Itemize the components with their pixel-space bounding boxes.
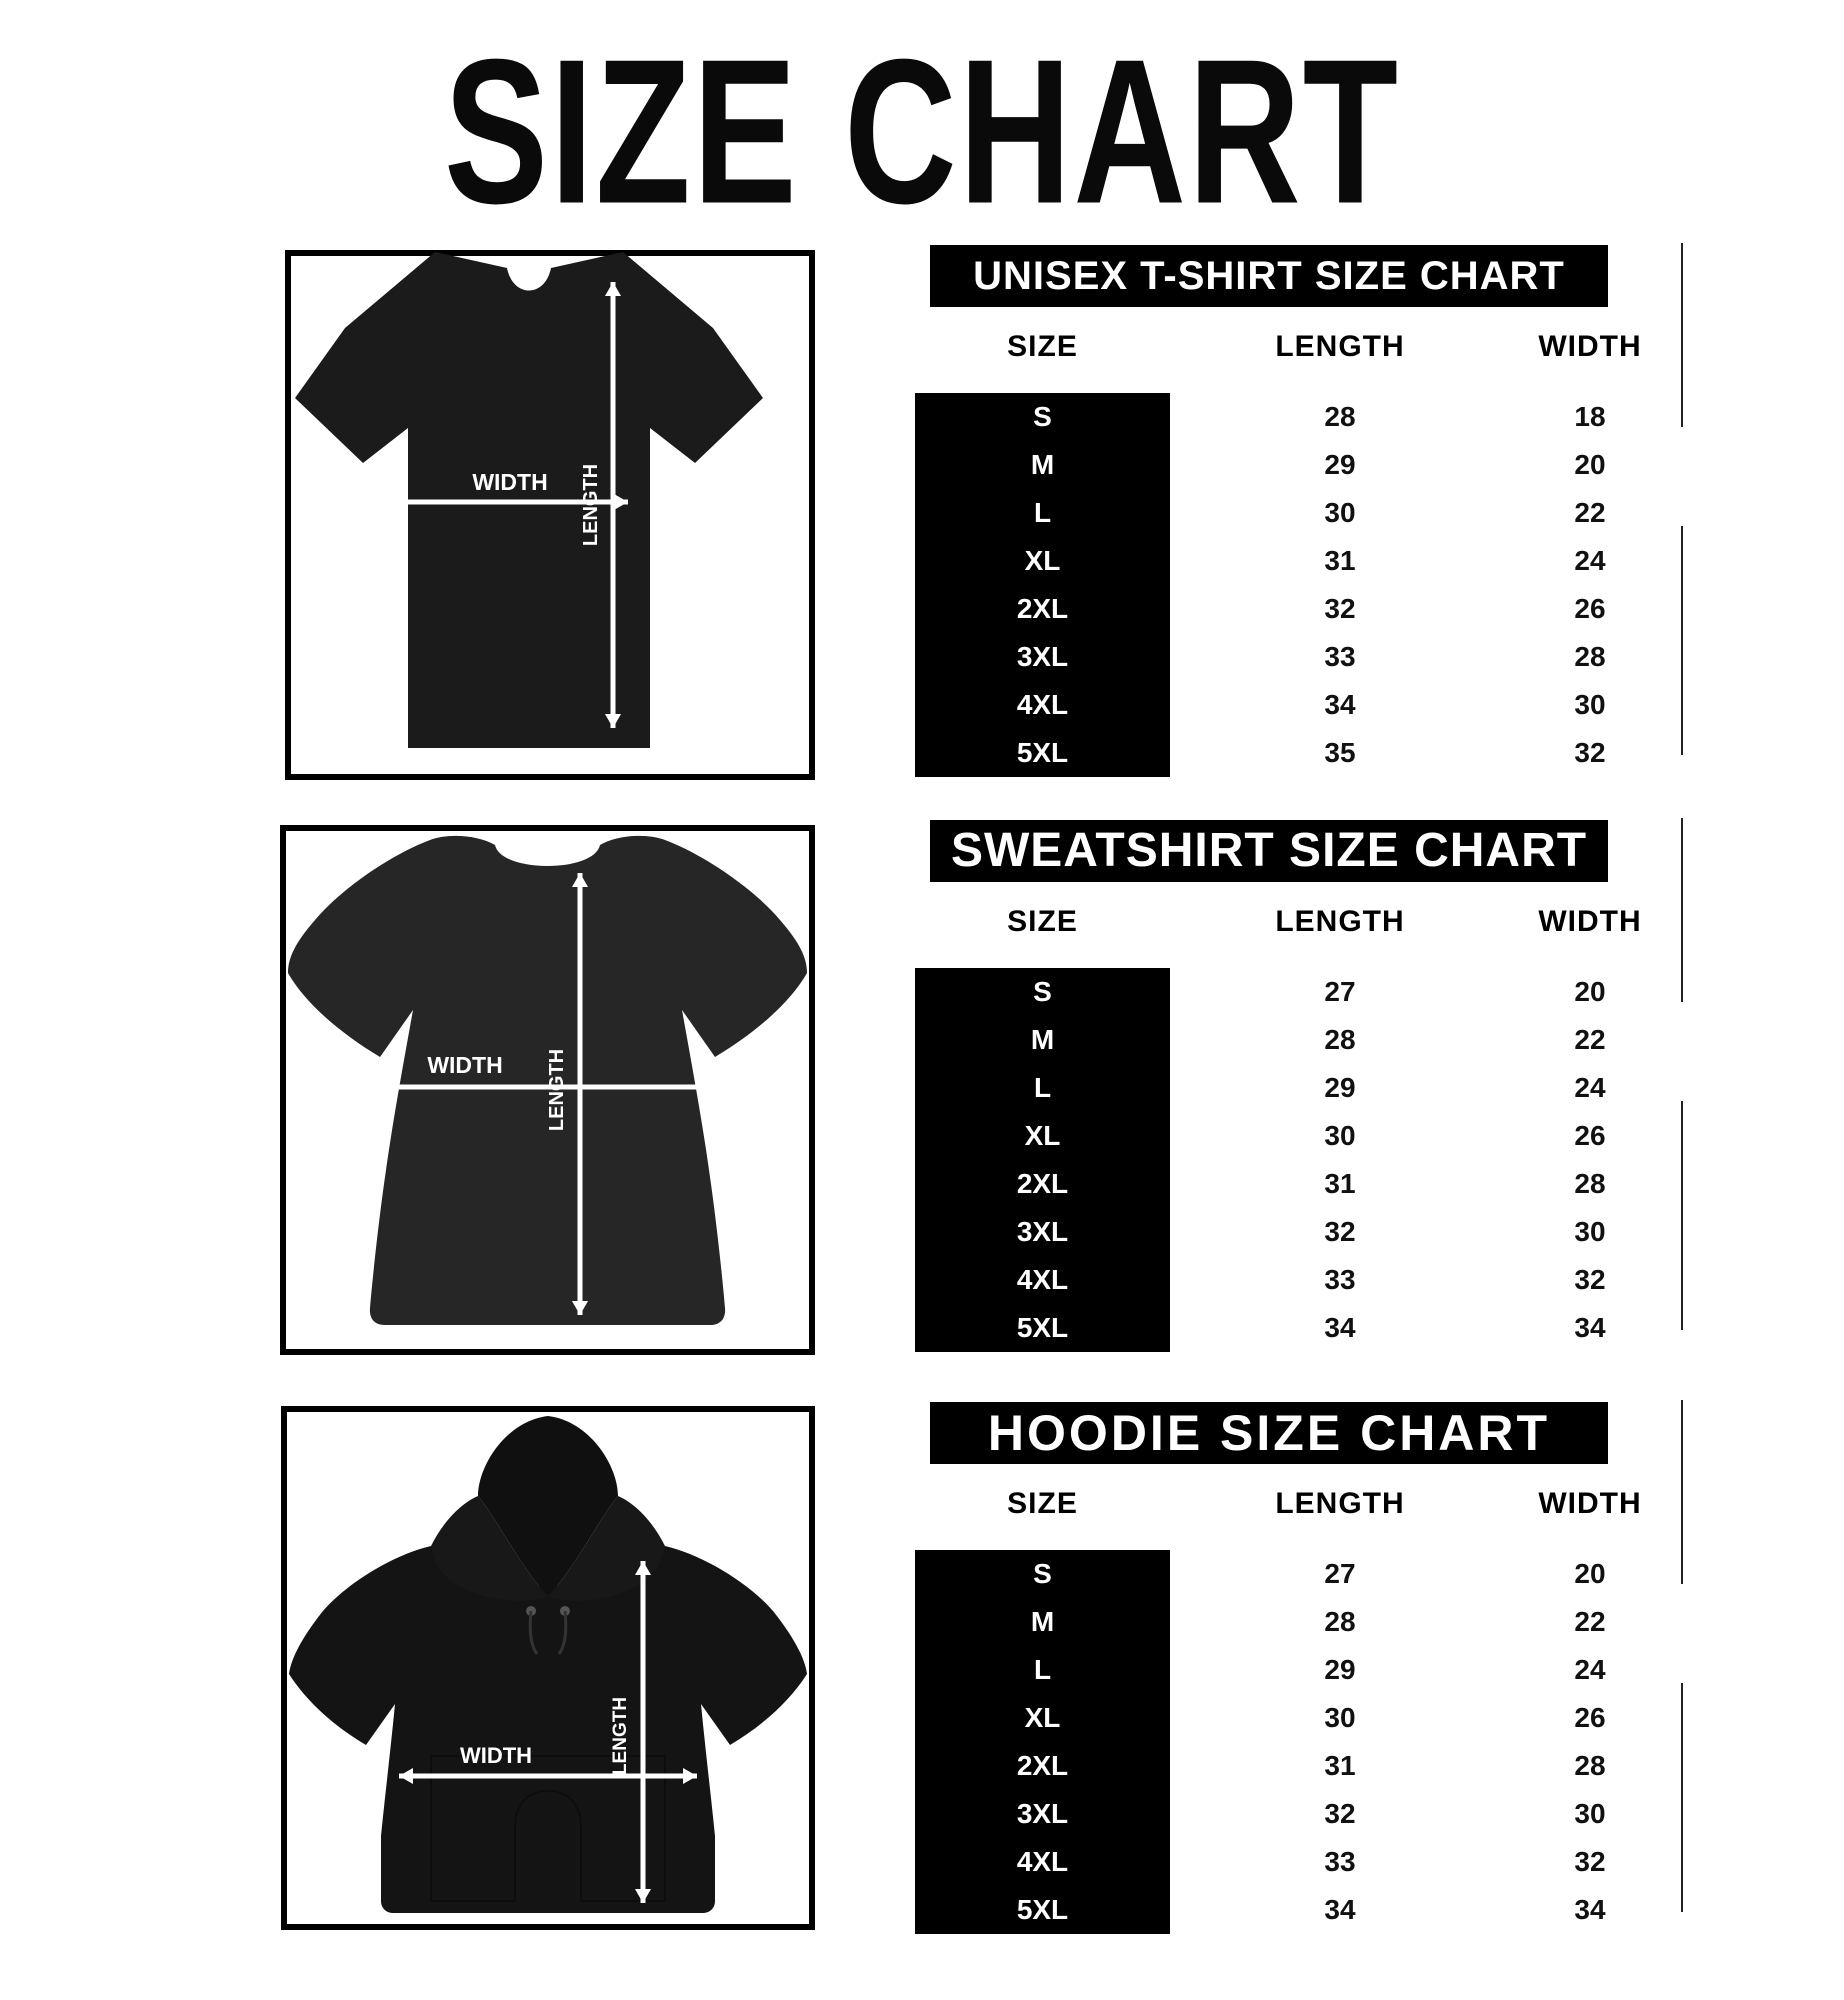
svg-text:LENGTH: LENGTH	[546, 1049, 568, 1131]
svg-text:WIDTH: WIDTH	[472, 469, 547, 495]
svg-text:LENGTH: LENGTH	[580, 464, 602, 546]
svg-text:LENGTH: LENGTH	[610, 1697, 631, 1775]
svg-text:WIDTH: WIDTH	[427, 1052, 502, 1078]
svg-text:WIDTH: WIDTH	[460, 1743, 532, 1768]
